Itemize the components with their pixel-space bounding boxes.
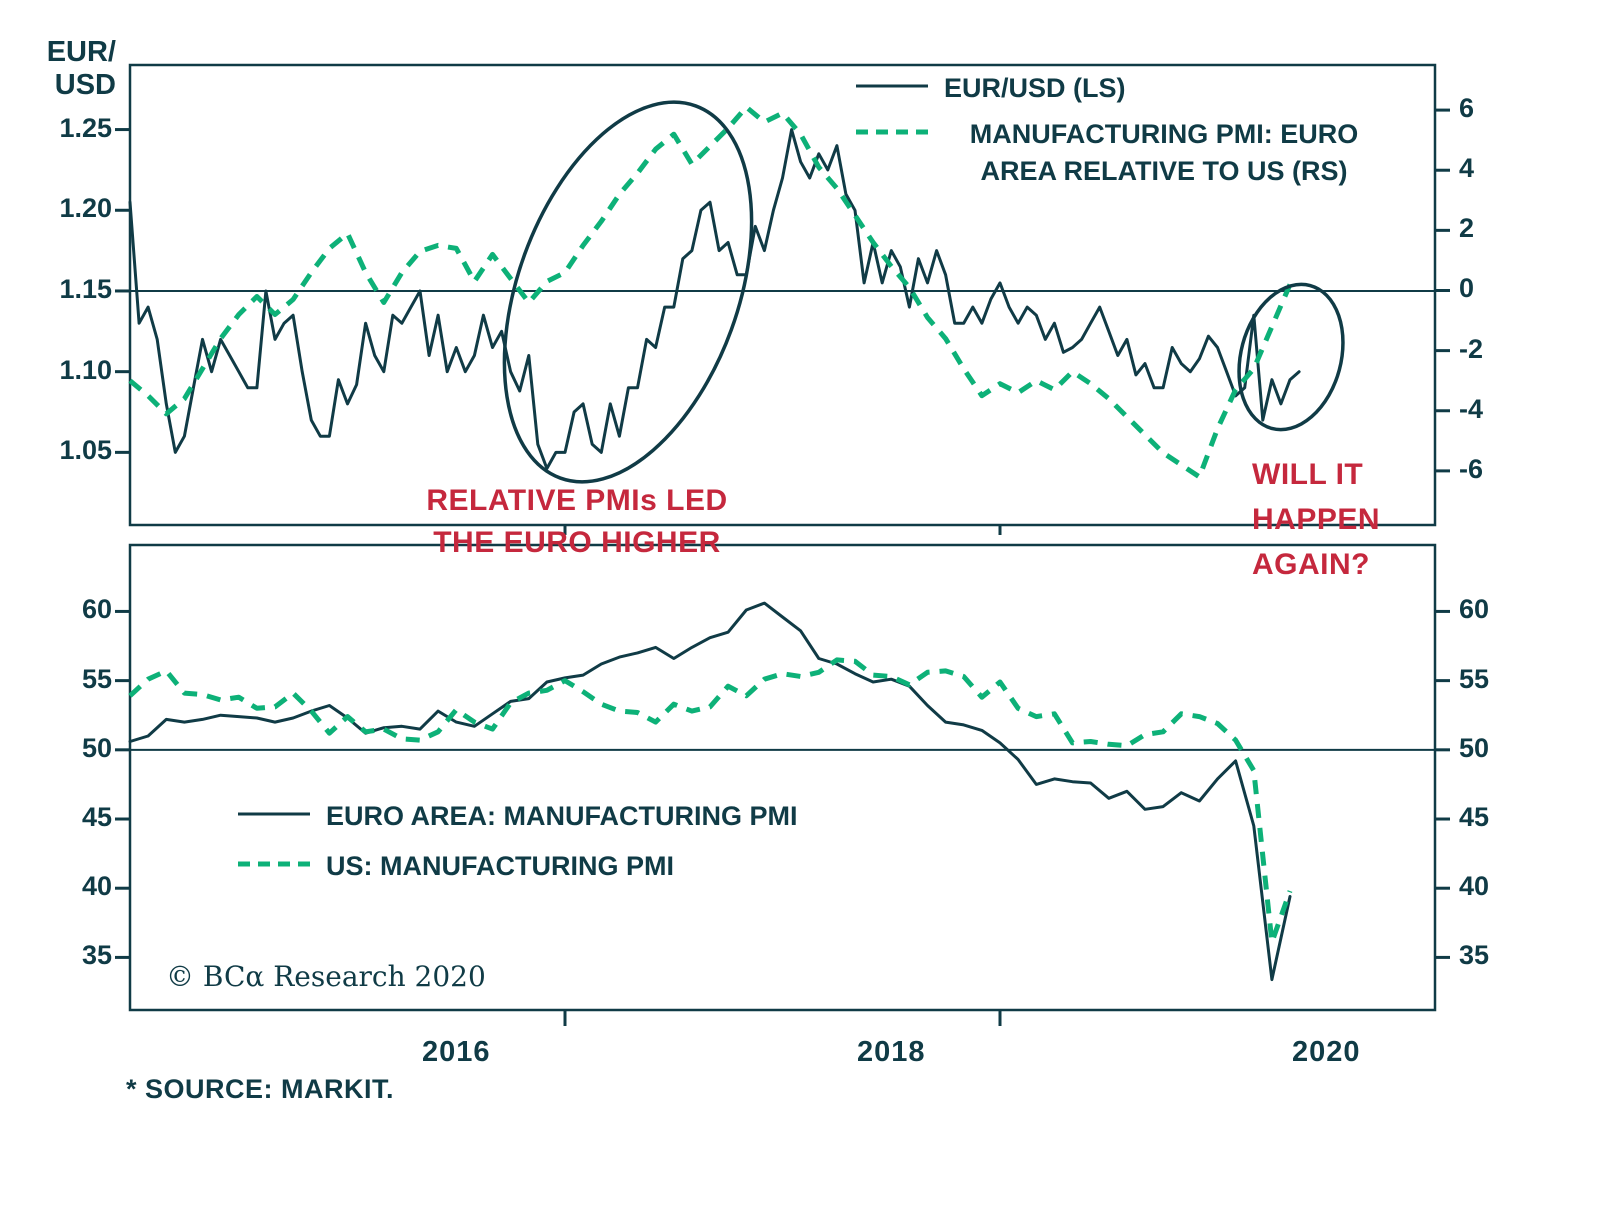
- y-tick-label-left: 1.25: [59, 112, 112, 143]
- y-tick-label-right: 60: [1459, 594, 1490, 625]
- y-tick-label-left: 50: [81, 732, 112, 763]
- y-tick-label-right: -4: [1459, 393, 1484, 424]
- series-line-dashed-1: [128, 657, 1293, 945]
- x-tick-label: 2020: [1291, 1036, 1361, 1068]
- y-tick-label-right: 45: [1459, 802, 1490, 833]
- source-note: * SOURCE: MARKIT.: [126, 1074, 395, 1104]
- dashed-line-sample-icon: [856, 129, 928, 135]
- annotation-will-it-happen-again: WILL IT HAPPEN AGAIN?: [1252, 458, 1381, 581]
- y-tick-label-left: 45: [81, 802, 112, 833]
- legend-item-euro-area-pmi: EURO AREA: MANUFACTURING PMI: [238, 798, 798, 834]
- y-tick-label-left: 1.20: [59, 193, 112, 224]
- y-tick-label-right: 50: [1459, 732, 1490, 763]
- y-tick-label-left: 1.15: [59, 273, 112, 304]
- copyright-watermark: © BCα Research 2020: [166, 960, 486, 993]
- solid-line-sample-icon: [238, 812, 310, 816]
- y-tick-label-right: -2: [1459, 333, 1484, 364]
- solid-line-sample-icon: [856, 84, 928, 88]
- series-line-solid-0: [128, 128, 1301, 470]
- x-tick-label: 2016: [421, 1036, 491, 1068]
- y-tick-label-right: 0: [1459, 273, 1475, 304]
- legend-label-eurusd: EUR/USD (LS): [944, 73, 1126, 103]
- legend-item-relative-pmi: MANUFACTURING PMI: EURO AREA RELATIVE TO…: [856, 116, 1384, 189]
- dashed-line-sample-icon: [238, 861, 310, 867]
- y-tick-label-right: 35: [1459, 940, 1490, 971]
- y-tick-label-left: 40: [81, 871, 112, 902]
- y-tick-label-right: 2: [1459, 213, 1475, 244]
- manufacturing-pmi-levels-frame: [128, 543, 1437, 1012]
- legend-item-us-pmi: US: MANUFACTURING PMI: [238, 848, 798, 884]
- highlight-ellipse-will-it-happen: [1237, 282, 1345, 432]
- top-chart-legend: EUR/USD (LS) MANUFACTURING PMI: EURO ARE…: [856, 70, 1384, 189]
- bottom-chart-legend: EURO AREA: MANUFACTURING PMI US: MANUFAC…: [238, 798, 798, 885]
- legend-item-eurusd: EUR/USD (LS): [856, 70, 1384, 106]
- highlight-ellipse-pmi-led-euro: [502, 100, 754, 484]
- legend-label-euro-area-pmi: EURO AREA: MANUFACTURING PMI: [326, 801, 798, 831]
- series-line-dashed-0: [128, 104, 1293, 480]
- x-tick-label: 2018: [856, 1036, 926, 1068]
- annotation-relative-pmis-led: RELATIVE PMIs LED THE EURO HIGHER: [426, 484, 728, 559]
- y-tick-label-left: 55: [81, 663, 112, 694]
- y-tick-label-left: 60: [81, 594, 112, 625]
- y-tick-label-right: 55: [1459, 663, 1490, 694]
- y-tick-label-right: 4: [1459, 153, 1475, 184]
- y-tick-label-left: 1.05: [59, 435, 112, 466]
- legend-label-us-pmi: US: MANUFACTURING PMI: [326, 851, 674, 882]
- y-tick-label-right: 6: [1459, 93, 1475, 124]
- left-axis-title: EUR/ USD: [46, 36, 116, 102]
- y-tick-label-right: 40: [1459, 871, 1490, 902]
- y-tick-label-left: 35: [81, 940, 112, 971]
- series-line-solid-1: [128, 601, 1292, 982]
- y-tick-label-right: -6: [1459, 453, 1484, 484]
- eurusd-vs-relative-pmi-frame: [128, 63, 1437, 527]
- legend-label-relative-pmi: MANUFACTURING PMI: EURO AREA RELATIVE TO…: [969, 119, 1359, 186]
- y-tick-label-left: 1.10: [59, 354, 112, 385]
